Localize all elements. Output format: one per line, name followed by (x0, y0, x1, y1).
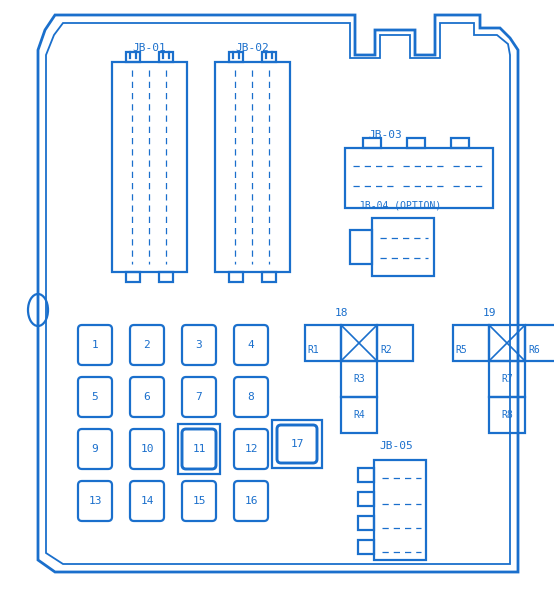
Text: JB-03: JB-03 (368, 130, 402, 140)
Text: 14: 14 (140, 496, 154, 506)
Text: 8: 8 (248, 392, 254, 402)
Bar (159, 272, 173, 282)
Bar (229, 52, 243, 62)
Text: R4: R4 (353, 410, 365, 420)
Text: 7: 7 (196, 392, 202, 402)
Text: 15: 15 (192, 496, 206, 506)
Text: JB-05: JB-05 (379, 441, 413, 451)
Text: 1: 1 (91, 340, 99, 350)
Bar (341, 397, 377, 433)
Bar (374, 460, 426, 560)
Text: R8: R8 (501, 410, 513, 420)
Bar (407, 138, 425, 148)
Text: R6: R6 (528, 345, 540, 355)
Bar (377, 325, 413, 361)
Text: 9: 9 (91, 444, 99, 454)
Bar (453, 325, 489, 361)
Bar (358, 492, 374, 506)
Text: R7: R7 (501, 374, 513, 384)
Bar (305, 325, 341, 361)
Bar (358, 540, 374, 554)
Text: 2: 2 (143, 340, 150, 350)
Bar (341, 325, 377, 361)
Text: 17: 17 (290, 439, 304, 449)
Text: 19: 19 (482, 308, 496, 318)
Bar (112, 62, 187, 272)
Text: R2: R2 (380, 345, 392, 355)
Text: R1: R1 (307, 345, 319, 355)
Bar (178, 424, 220, 474)
Text: 10: 10 (140, 444, 154, 454)
Bar (262, 272, 276, 282)
Text: 4: 4 (248, 340, 254, 350)
Bar (372, 218, 434, 276)
Bar (159, 52, 173, 62)
Bar (126, 272, 140, 282)
Bar (215, 62, 290, 272)
Bar (489, 397, 525, 433)
Text: 13: 13 (88, 496, 102, 506)
Text: 5: 5 (91, 392, 99, 402)
Text: 18: 18 (334, 308, 348, 318)
Bar (262, 52, 276, 62)
Text: 11: 11 (192, 444, 206, 454)
Text: 3: 3 (196, 340, 202, 350)
Bar (489, 361, 525, 397)
Bar (451, 138, 469, 148)
Text: JB-01: JB-01 (132, 43, 166, 53)
Bar (126, 52, 140, 62)
Bar (345, 148, 493, 208)
Bar (358, 516, 374, 530)
Text: JB-04 (OPTION): JB-04 (OPTION) (359, 200, 441, 210)
Text: 12: 12 (244, 444, 258, 454)
Bar (525, 325, 554, 361)
Bar (350, 230, 372, 264)
Bar (341, 361, 377, 397)
Bar (229, 272, 243, 282)
Bar (358, 468, 374, 482)
Bar (363, 138, 381, 148)
Text: R5: R5 (455, 345, 467, 355)
Bar (489, 325, 525, 361)
Text: 16: 16 (244, 496, 258, 506)
Text: 6: 6 (143, 392, 150, 402)
Text: R3: R3 (353, 374, 365, 384)
Text: JB-02: JB-02 (235, 43, 269, 53)
Bar (272, 420, 322, 468)
